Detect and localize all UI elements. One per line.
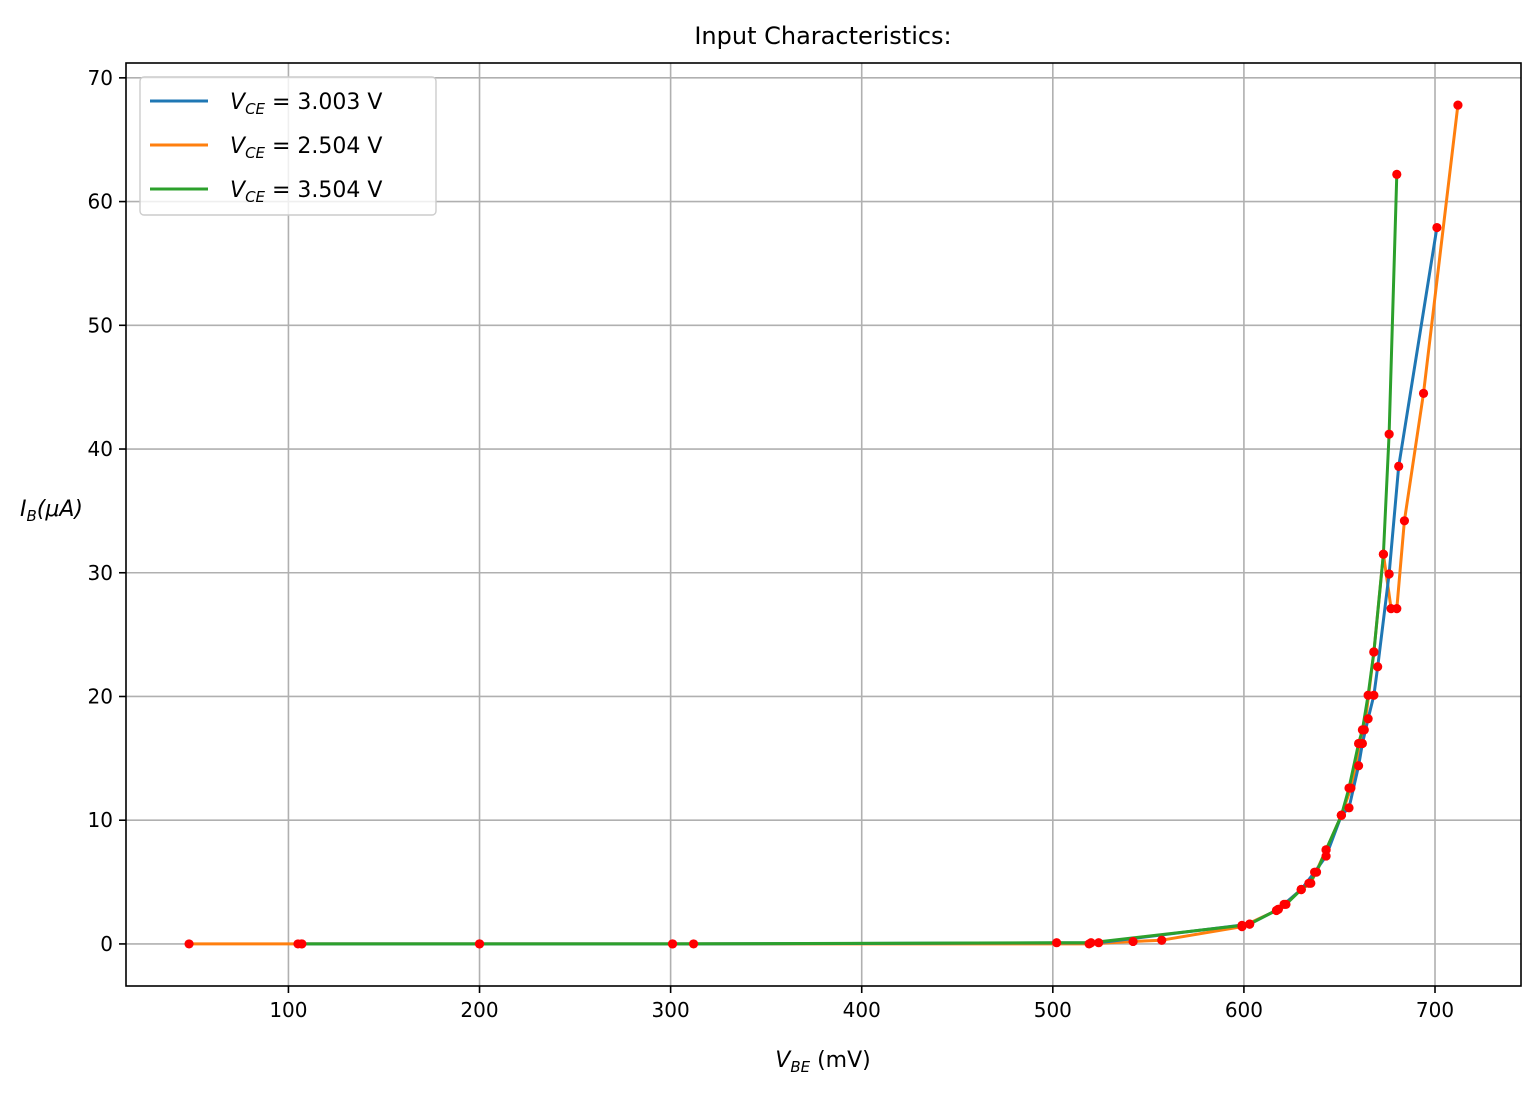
data-point	[1304, 878, 1314, 888]
data-point	[1344, 803, 1354, 813]
data-point	[474, 939, 485, 949]
data-point	[1373, 662, 1383, 672]
y-tick-label: 60	[88, 190, 113, 214]
data-point	[1453, 100, 1463, 110]
data-point	[1394, 461, 1404, 471]
data-point	[1296, 884, 1306, 895]
x-tick-label: 400	[843, 998, 881, 1022]
plot-frame	[125, 62, 1522, 987]
data-point	[1369, 647, 1379, 657]
data-point	[1157, 935, 1167, 945]
y-axis-label: IB(μA)	[20, 497, 83, 525]
legend-label-1: VCE = 3.003 V	[230, 90, 382, 118]
x-axis-label-unit: (mV)	[810, 1048, 871, 1073]
data-point	[1336, 810, 1346, 820]
data-point	[1384, 569, 1394, 579]
data-point	[1311, 867, 1322, 877]
data-point	[1052, 938, 1062, 948]
data-point	[1128, 936, 1138, 947]
y-tick-label: 30	[88, 561, 113, 585]
x-tick-label: 300	[652, 998, 690, 1022]
y-tick-label: 70	[88, 66, 113, 90]
data-point	[184, 939, 194, 949]
y-axis-label-main: I	[20, 497, 27, 522]
data-point	[1353, 738, 1364, 749]
data-point	[1432, 222, 1442, 233]
y-tick-label: 0	[100, 932, 113, 956]
y-axis-label-sub: B	[27, 507, 37, 525]
data-point	[1273, 904, 1283, 914]
data-point	[297, 939, 307, 949]
data-point	[1353, 761, 1364, 771]
y-tick-label: 40	[88, 437, 113, 461]
series-line-3	[301, 174, 1399, 946]
y-axis-label-unit: (μA)	[37, 497, 83, 522]
data-point	[1399, 516, 1410, 526]
y-tick-label: 20	[88, 684, 113, 708]
x-axis-label-sub: BE	[790, 1058, 810, 1076]
y-tick-label: 10	[88, 808, 113, 832]
x-tick-label: 600	[1225, 998, 1263, 1022]
axis-ticks: 100 200 300 400 500 600 700 0 10 20 30 40 50 60 70	[88, 66, 1455, 1022]
data-point	[1357, 725, 1367, 735]
legend-label-3: VCE = 3.504 V	[230, 178, 382, 206]
chart-title: Input Characteristics:	[694, 22, 951, 50]
data-point	[1392, 169, 1402, 179]
x-axis-label: VBE (mV)	[775, 1048, 870, 1076]
x-tick-label: 500	[1034, 998, 1072, 1022]
x-axis-label-main: V	[775, 1048, 792, 1073]
x-tick-label: 100	[269, 998, 307, 1022]
data-point	[688, 939, 699, 949]
data-point	[1378, 549, 1389, 559]
legend: VCE = 3.003 V VCE = 2.504 V VCE = 3.504 V	[139, 76, 437, 216]
data-point	[1363, 714, 1373, 724]
legend-label-2: VCE = 2.504 V	[230, 134, 382, 162]
data-point	[1237, 920, 1247, 930]
x-tick-label: 200	[460, 998, 498, 1022]
data-point	[1392, 604, 1402, 614]
data-markers	[184, 100, 1463, 949]
data-point	[1281, 899, 1291, 909]
data-point	[1245, 919, 1255, 929]
data-point	[1418, 388, 1429, 398]
data-point	[1384, 429, 1394, 439]
data-point	[1086, 938, 1096, 948]
data-point	[1321, 845, 1331, 855]
data-point	[1344, 783, 1354, 793]
data-point	[1094, 938, 1104, 948]
data-point	[667, 939, 678, 949]
data-point	[1363, 690, 1373, 700]
x-tick-label: 700	[1416, 998, 1454, 1022]
legend-box	[139, 76, 437, 216]
y-tick-label: 50	[88, 313, 113, 337]
